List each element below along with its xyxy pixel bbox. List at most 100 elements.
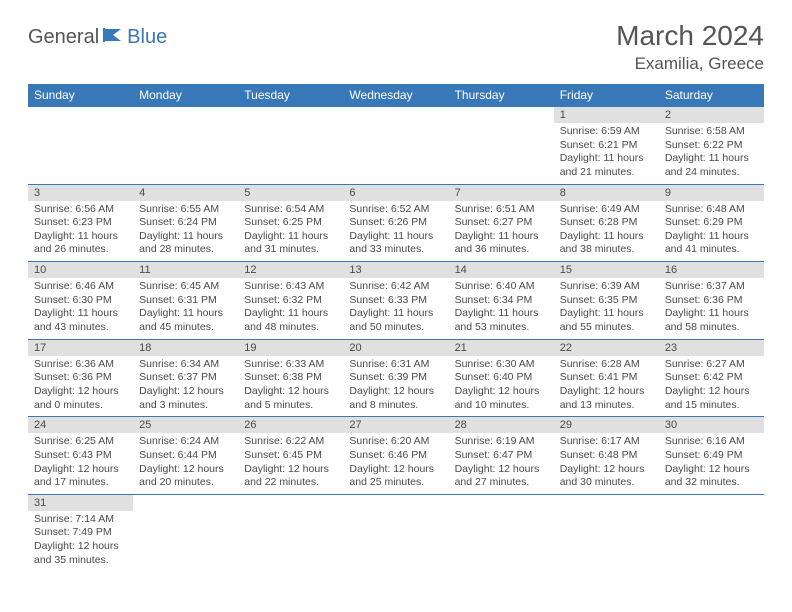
day-info-cell: Sunrise: 6:31 AMSunset: 6:39 PMDaylight:… — [343, 356, 448, 417]
empty-cell — [449, 494, 554, 511]
day-info-cell: Sunrise: 6:22 AMSunset: 6:45 PMDaylight:… — [238, 433, 343, 494]
day-info-cell: Sunrise: 6:46 AMSunset: 6:30 PMDaylight:… — [28, 278, 133, 339]
day-info-cell: Sunrise: 6:37 AMSunset: 6:36 PMDaylight:… — [659, 278, 764, 339]
sunset-text: Sunset: 6:36 PM — [34, 371, 127, 385]
sunset-text: Sunset: 6:42 PM — [665, 371, 758, 385]
sunrise-text: Sunrise: 7:14 AM — [34, 513, 127, 527]
empty-cell — [449, 107, 554, 124]
sunrise-text: Sunrise: 6:28 AM — [560, 358, 653, 372]
sunset-text: Sunset: 6:46 PM — [349, 449, 442, 463]
day-number-cell: 24 — [28, 417, 133, 434]
daylight-text: Daylight: 12 hours and 5 minutes. — [244, 385, 337, 412]
day-number-cell: 7 — [449, 184, 554, 201]
sunrise-text: Sunrise: 6:55 AM — [139, 203, 232, 217]
sunset-text: Sunset: 6:22 PM — [665, 139, 758, 153]
sunset-text: Sunset: 6:30 PM — [34, 294, 127, 308]
day-info-cell: Sunrise: 6:33 AMSunset: 6:38 PMDaylight:… — [238, 356, 343, 417]
sunrise-text: Sunrise: 6:56 AM — [34, 203, 127, 217]
day-info-cell: Sunrise: 6:45 AMSunset: 6:31 PMDaylight:… — [133, 278, 238, 339]
empty-cell — [343, 123, 448, 184]
day-number-cell: 27 — [343, 417, 448, 434]
sunrise-text: Sunrise: 6:34 AM — [139, 358, 232, 372]
daylight-text: Daylight: 12 hours and 25 minutes. — [349, 463, 442, 490]
daylight-text: Daylight: 11 hours and 36 minutes. — [455, 230, 548, 257]
sunrise-text: Sunrise: 6:43 AM — [244, 280, 337, 294]
daylight-text: Daylight: 12 hours and 10 minutes. — [455, 385, 548, 412]
day-info-cell: Sunrise: 6:56 AMSunset: 6:23 PMDaylight:… — [28, 201, 133, 262]
day-info-cell: Sunrise: 6:30 AMSunset: 6:40 PMDaylight:… — [449, 356, 554, 417]
logo-text-general: General — [28, 26, 99, 49]
day-number-cell: 18 — [133, 339, 238, 356]
sunrise-text: Sunrise: 6:51 AM — [455, 203, 548, 217]
sunset-text: Sunset: 6:44 PM — [139, 449, 232, 463]
daylight-text: Daylight: 12 hours and 13 minutes. — [560, 385, 653, 412]
empty-cell — [343, 511, 448, 572]
empty-cell — [449, 511, 554, 572]
logo: General Blue — [28, 26, 167, 49]
day-number-cell: 28 — [449, 417, 554, 434]
daylight-text: Daylight: 11 hours and 55 minutes. — [560, 307, 653, 334]
empty-cell — [449, 123, 554, 184]
sunset-text: Sunset: 6:23 PM — [34, 216, 127, 230]
day-number-cell: 26 — [238, 417, 343, 434]
day-number-cell: 3 — [28, 184, 133, 201]
sunset-text: Sunset: 7:49 PM — [34, 526, 127, 540]
daylight-text: Daylight: 11 hours and 33 minutes. — [349, 230, 442, 257]
logo-flag-icon — [103, 27, 125, 48]
sunset-text: Sunset: 6:47 PM — [455, 449, 548, 463]
daylight-text: Daylight: 11 hours and 31 minutes. — [244, 230, 337, 257]
daylight-text: Daylight: 11 hours and 28 minutes. — [139, 230, 232, 257]
sunrise-text: Sunrise: 6:16 AM — [665, 435, 758, 449]
sunrise-text: Sunrise: 6:33 AM — [244, 358, 337, 372]
daylight-text: Daylight: 11 hours and 58 minutes. — [665, 307, 758, 334]
daylight-text: Daylight: 11 hours and 24 minutes. — [665, 152, 758, 179]
sunrise-text: Sunrise: 6:30 AM — [455, 358, 548, 372]
day-number-cell: 6 — [343, 184, 448, 201]
sunset-text: Sunset: 6:31 PM — [139, 294, 232, 308]
empty-cell — [133, 511, 238, 572]
sunrise-text: Sunrise: 6:39 AM — [560, 280, 653, 294]
day-info-cell: Sunrise: 6:51 AMSunset: 6:27 PMDaylight:… — [449, 201, 554, 262]
sunrise-text: Sunrise: 6:20 AM — [349, 435, 442, 449]
day-info-row: Sunrise: 6:56 AMSunset: 6:23 PM Daylight:… — [28, 201, 764, 262]
empty-cell — [343, 107, 448, 124]
empty-cell — [659, 494, 764, 511]
day-number-cell: 21 — [449, 339, 554, 356]
daylight-text: Daylight: 12 hours and 3 minutes. — [139, 385, 232, 412]
day-number-cell: 15 — [554, 262, 659, 279]
weekday-header: Thursday — [449, 84, 554, 107]
sunrise-text: Sunrise: 6:52 AM — [349, 203, 442, 217]
day-info-cell: Sunrise: 6:55 AMSunset: 6:24 PMDaylight:… — [133, 201, 238, 262]
daylight-text: Daylight: 12 hours and 15 minutes. — [665, 385, 758, 412]
weekday-header-row: SundayMondayTuesdayWednesdayThursdayFrid… — [28, 84, 764, 107]
daylight-text: Daylight: 11 hours and 38 minutes. — [560, 230, 653, 257]
sunset-text: Sunset: 6:32 PM — [244, 294, 337, 308]
empty-cell — [28, 107, 133, 124]
day-info-row: Sunrise: 6:59 AMSunset: 6:21 PMDaylight:… — [28, 123, 764, 184]
sunset-text: Sunset: 6:34 PM — [455, 294, 548, 308]
day-number-cell: 10 — [28, 262, 133, 279]
sunrise-text: Sunrise: 6:36 AM — [34, 358, 127, 372]
sunset-text: Sunset: 6:49 PM — [665, 449, 758, 463]
day-number-cell: 17 — [28, 339, 133, 356]
day-info-row: Sunrise: 7:14 AMSunset: 7:49 PMDaylight:… — [28, 511, 764, 572]
day-number-cell: 25 — [133, 417, 238, 434]
calendar-table: SundayMondayTuesdayWednesdayThursdayFrid… — [28, 84, 764, 571]
day-info-cell: Sunrise: 6:43 AMSunset: 6:32 PMDaylight:… — [238, 278, 343, 339]
day-info-cell: Sunrise: 6:48 AMSunset: 6:29 PMDaylight:… — [659, 201, 764, 262]
day-info-cell: Sunrise: 7:14 AMSunset: 7:49 PMDaylight:… — [28, 511, 133, 572]
day-info-row: Sunrise: 6:46 AMSunset: 6:30 PMDaylight:… — [28, 278, 764, 339]
sunrise-text: Sunrise: 6:27 AM — [665, 358, 758, 372]
day-number-cell: 12 — [238, 262, 343, 279]
sunrise-text: Sunrise: 6:31 AM — [349, 358, 442, 372]
sunset-text: Sunset: 6:48 PM — [560, 449, 653, 463]
sunset-text: Sunset: 6:33 PM — [349, 294, 442, 308]
sunrise-text: Sunrise: 6:40 AM — [455, 280, 548, 294]
sunset-text: Sunset: 6:25 PM — [244, 216, 337, 230]
day-number-cell: 1 — [554, 107, 659, 124]
sunrise-text: Sunrise: 6:22 AM — [244, 435, 337, 449]
header: General Blue March 2024 Examilia, Greece — [28, 20, 764, 74]
sunrise-text: Sunrise: 6:48 AM — [665, 203, 758, 217]
daylight-text: Daylight: 11 hours and 50 minutes. — [349, 307, 442, 334]
day-info-cell: Sunrise: 6:25 AMSunset: 6:43 PMDaylight:… — [28, 433, 133, 494]
